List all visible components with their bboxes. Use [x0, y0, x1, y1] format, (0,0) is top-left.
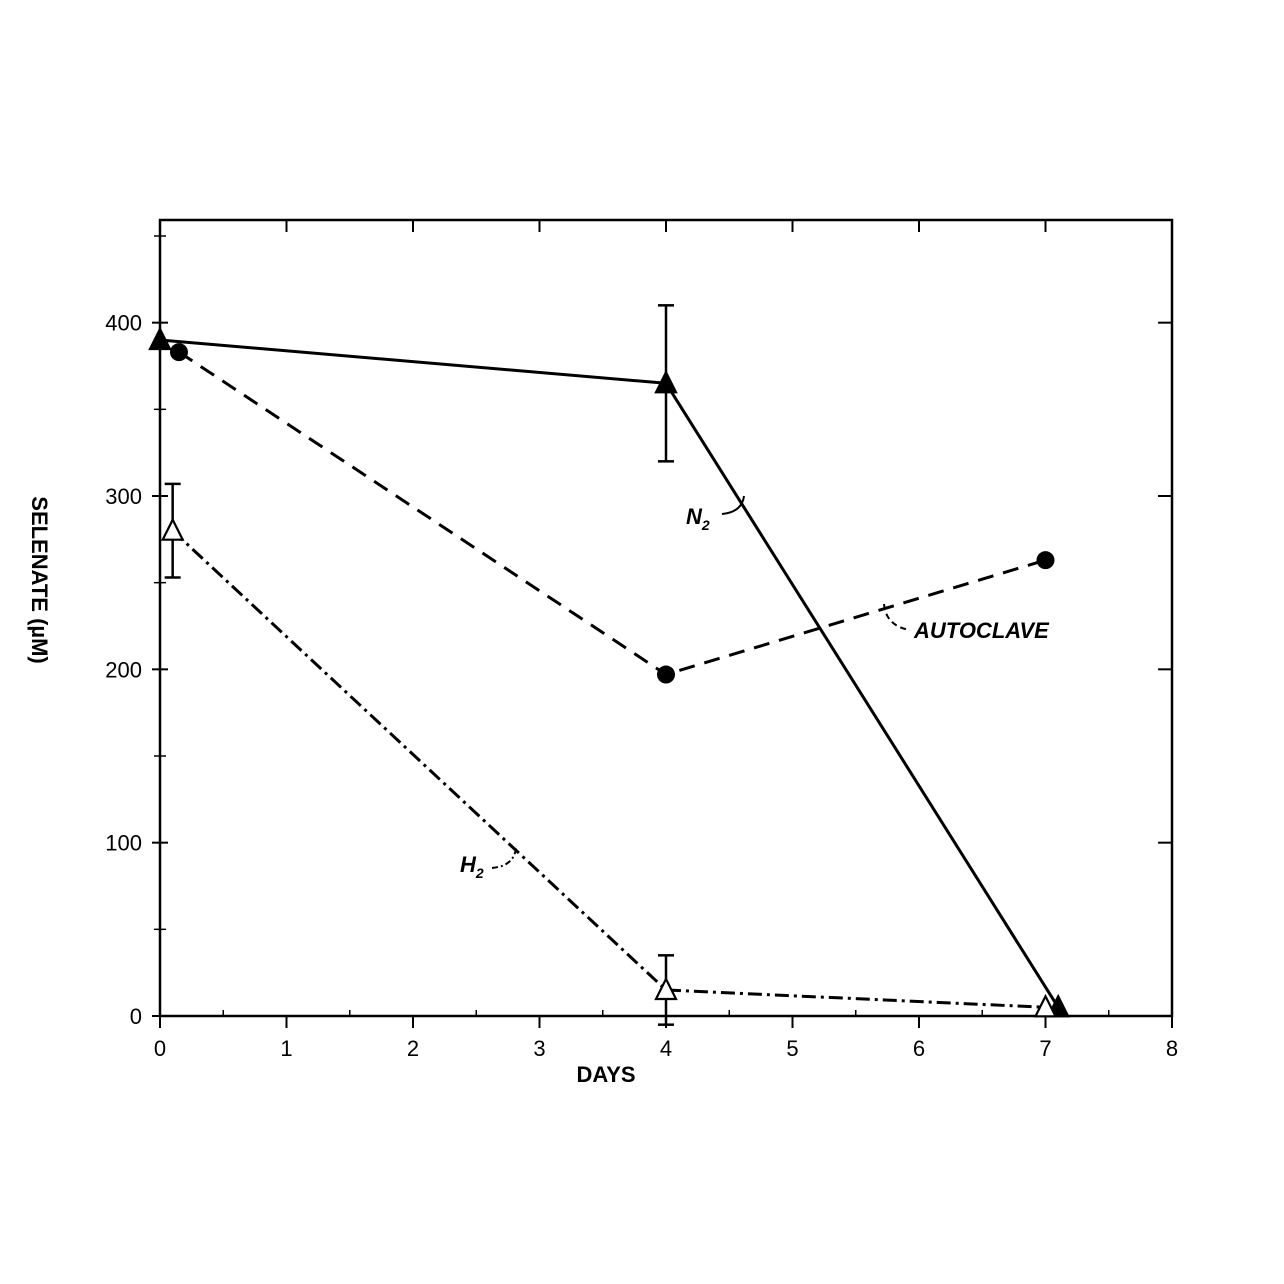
series-lines [159, 338, 1060, 1009]
x-tick-label: 3 [533, 1036, 545, 1061]
h2-label: H2 [460, 852, 484, 881]
series-annotation-h2: H2 [460, 847, 517, 881]
data-point-autoclave [657, 665, 675, 684]
y-tick-label: 300 [105, 484, 142, 509]
y-tick-label: 200 [105, 657, 142, 682]
h2-label-sub: 2 [475, 865, 484, 881]
series-annotation-n2: N2 [686, 495, 745, 533]
h2-leader [491, 847, 517, 869]
series-line-n2 [159, 338, 1060, 1009]
data-point-autoclave [1036, 551, 1055, 570]
x-tick-label: 1 [280, 1036, 292, 1061]
series-line-h2 [171, 529, 1046, 1009]
x-tick-label: 2 [407, 1036, 419, 1061]
n2-label: N2 [686, 504, 710, 533]
y-tick-label: 0 [130, 1004, 142, 1029]
axis-ticks [152, 220, 1173, 1028]
x-axis-title: DAYS [576, 1062, 635, 1087]
series-annotation-autoclave: AUTOCLAVE [883, 603, 1050, 643]
y-tick-label: 100 [105, 831, 142, 856]
x-tick-label: 8 [1166, 1036, 1178, 1061]
axis-tick-labels: 0 1 2 3 4 5 6 7 8 0 100 200 300 400 [105, 311, 1178, 1061]
y-tick-label: 400 [105, 311, 142, 336]
y-axis-title: SELENATE (µM) [27, 496, 52, 663]
n2-label-main: N [686, 504, 703, 529]
x-tick-label: 7 [1039, 1036, 1051, 1061]
data-point-h2 [1033, 993, 1058, 1018]
data-markers [148, 326, 1070, 1018]
autoclave-label: AUTOCLAVE [913, 618, 1050, 643]
x-tick-label: 6 [913, 1036, 925, 1061]
n2-leader [721, 495, 745, 515]
x-tick-label: 5 [786, 1036, 798, 1061]
x-tick-label: 0 [154, 1036, 166, 1061]
data-point-h2 [654, 976, 678, 1001]
data-point-h2 [160, 517, 185, 541]
data-point-n2 [148, 326, 172, 351]
autoclave-leader [883, 603, 911, 631]
data-point-n2 [654, 369, 678, 394]
error-bars [164, 304, 674, 1026]
data-point-autoclave [169, 343, 188, 362]
x-tick-label: 4 [660, 1036, 672, 1061]
n2-label-sub: 2 [701, 517, 710, 533]
h2-label-main: H [460, 852, 477, 877]
